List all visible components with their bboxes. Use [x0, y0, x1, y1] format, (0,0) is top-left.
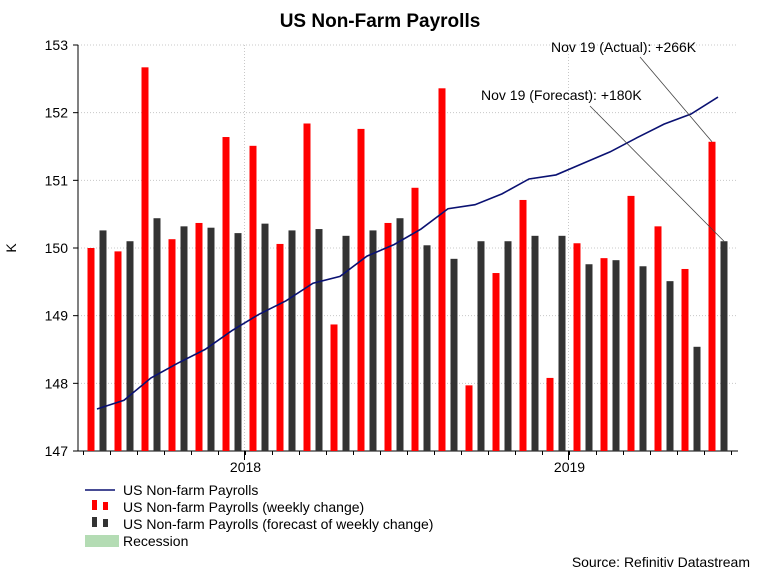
actual-bar [708, 141, 716, 451]
y-axis-label: K [3, 243, 19, 253]
actual-bar [654, 226, 662, 451]
actual-bar [276, 243, 284, 451]
annotation-label: Nov 19 (Forecast): +180K [481, 87, 642, 103]
actual-bar [465, 385, 473, 451]
x-tick-label: 2019 [554, 459, 585, 475]
forecast-bar [450, 258, 458, 451]
forecast-bar [234, 233, 242, 451]
forecast-bar [288, 230, 296, 451]
legend-bar-swatch [92, 517, 97, 527]
source-note: Source: Refinitiv Datastream [572, 554, 750, 570]
actual-bar [141, 67, 149, 451]
y-tick-label: 150 [45, 240, 69, 256]
forecast-bar [423, 245, 431, 451]
y-tick-label: 148 [45, 375, 69, 391]
legend-bar-swatch [103, 502, 108, 510]
forecast-bar [153, 218, 161, 451]
forecast-bar [585, 264, 593, 451]
forecast-bar [261, 223, 269, 451]
legend-label: Recession [123, 533, 188, 549]
forecast-bar [639, 266, 647, 451]
actual-bar [384, 222, 392, 451]
forecast-bar [180, 226, 188, 451]
actual-bar [222, 137, 230, 451]
legend-label: US Non-farm Payrolls [123, 482, 258, 498]
forecast-bar [612, 260, 620, 451]
forecast-bar [504, 241, 512, 451]
forecast-bar [558, 235, 566, 451]
actual-bar [519, 199, 527, 451]
y-tick-label: 147 [45, 443, 69, 459]
y-tick-label: 151 [45, 172, 69, 188]
forecast-bar [720, 241, 728, 451]
legend-area-swatch [85, 535, 119, 547]
actual-bar [330, 324, 338, 451]
actual-bar [492, 273, 500, 451]
actual-bar [573, 243, 581, 451]
forecast-bar [126, 241, 134, 451]
forecast-bar [99, 230, 107, 451]
forecast-bar [531, 235, 539, 451]
chart-title: US Non-Farm Payrolls [280, 11, 481, 32]
actual-bar [681, 268, 689, 451]
actual-bar [357, 128, 365, 451]
annotation-leader-line [639, 56, 713, 143]
forecast-bar [342, 235, 350, 451]
legend-label: US Non-farm Payrolls (weekly change) [123, 499, 364, 515]
actual-bar [249, 145, 257, 451]
annotation-label: Nov 19 (Actual): +266K [551, 39, 697, 55]
legend-bar-swatch [92, 500, 97, 510]
forecast-bar [315, 229, 323, 451]
legend-label: US Non-farm Payrolls (forecast of weekly… [123, 516, 433, 532]
actual-bar [87, 248, 95, 451]
actual-bar [600, 258, 608, 451]
forecast-bar [693, 346, 701, 451]
legend-bar-swatch [103, 519, 108, 527]
x-tick-label: 2018 [230, 459, 261, 475]
forecast-bar [477, 241, 485, 451]
actual-bar [195, 222, 203, 451]
forecast-bar [396, 218, 404, 451]
forecast-bar [207, 227, 215, 451]
forecast-bar [666, 281, 674, 451]
forecast-bar [369, 230, 377, 451]
actual-bar [438, 88, 446, 451]
actual-bar [168, 239, 176, 451]
actual-bar [114, 251, 122, 451]
y-tick-label: 153 [45, 37, 69, 53]
y-tick-label: 152 [45, 105, 69, 121]
annotation-leader-line [589, 105, 725, 242]
actual-bar [546, 377, 554, 451]
y-tick-label: 149 [45, 308, 69, 324]
plot-area: 147 148 149 150 151 152 153 2018 2019 Nov 19 (Act… [45, 37, 738, 475]
actual-bar [627, 195, 635, 451]
payrolls-line [96, 96, 719, 410]
actual-bar [411, 187, 419, 451]
